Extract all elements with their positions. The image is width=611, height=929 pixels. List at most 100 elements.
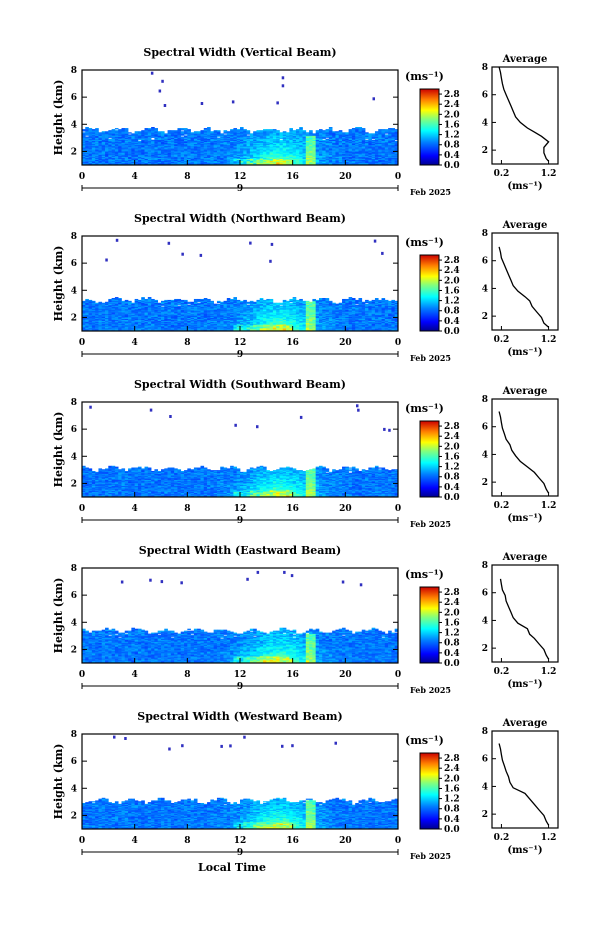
heatmap-cells — [82, 735, 399, 830]
average-profile-line — [498, 411, 550, 494]
average-x-tick-label: 0.2 — [494, 335, 510, 345]
average-title: Average — [502, 386, 548, 397]
sparse-echo — [357, 408, 360, 412]
y-tick-label: 2 — [71, 313, 77, 323]
y-tick-label: 2 — [71, 811, 77, 821]
x-tick-label: 0 — [79, 338, 85, 348]
sparse-echo — [161, 79, 164, 83]
heatmap-cells — [82, 238, 399, 332]
colorbar-tick-label: 0.8 — [444, 805, 460, 815]
average-profile-line — [499, 578, 550, 660]
colorbar-unit: (ms⁻¹) — [405, 568, 444, 581]
colorbar-tick-label: 0.4 — [444, 483, 460, 493]
y-tick-label: 6 — [71, 757, 77, 767]
sparse-echo — [243, 735, 246, 739]
sparse-echo — [181, 744, 184, 748]
x-tick-label: 12 — [234, 504, 247, 514]
date-label: Feb 2025 — [410, 519, 451, 529]
x-tick-label: 0 — [79, 670, 85, 680]
x-tick-label: 0 — [79, 504, 85, 514]
average-x-axis-label: (ms⁻¹) — [507, 845, 542, 856]
x-tick-label: 16 — [286, 836, 299, 846]
colorbar-unit: (ms⁻¹) — [405, 734, 444, 747]
sparse-echo — [124, 737, 127, 740]
panel-title: Spectral Width (Vertical Beam) — [143, 46, 336, 59]
average-x-tick-label: 1.2 — [541, 169, 557, 179]
y-tick-label: 4 — [71, 784, 77, 794]
panel-title: Spectral Width (Northward Beam) — [134, 212, 346, 225]
average-x-tick-label: 1.2 — [541, 335, 557, 345]
date-label: Feb 2025 — [410, 685, 451, 695]
y-tick-label: 2 — [71, 147, 77, 157]
average-frame — [491, 564, 559, 663]
x-tick-label: 4 — [132, 670, 138, 680]
heatmap-cells — [82, 71, 399, 166]
average-y-tick-label: 6 — [482, 257, 488, 267]
y-tick-label: 8 — [71, 730, 77, 740]
average-y-tick-label: 4 — [482, 118, 488, 128]
colorbar-tick-label: 0.4 — [444, 649, 460, 659]
average-x-axis-label: (ms⁻¹) — [507, 513, 542, 524]
average-title: Average — [502, 54, 548, 65]
sparse-echo — [231, 100, 235, 104]
x-tick-label: 0 — [79, 172, 85, 182]
average-y-tick-label: 8 — [482, 727, 488, 737]
x-tick-label: 0 — [79, 836, 85, 846]
x-tick-label: 12 — [234, 338, 247, 348]
x-tick-label: 16 — [286, 338, 299, 348]
average-x-axis-label: (ms⁻¹) — [507, 347, 542, 358]
sparse-echo — [115, 238, 119, 242]
sparse-echo — [372, 97, 375, 101]
x-tick-label: 20 — [339, 836, 352, 846]
colorbar-tick-label: 1.2 — [444, 795, 460, 805]
average-x-tick-label: 0.2 — [494, 833, 510, 843]
colorbar-tick-label: 2.0 — [444, 774, 460, 784]
colorbar — [419, 420, 440, 498]
average-x-axis-label: (ms⁻¹) — [507, 679, 542, 690]
y-tick-label: 8 — [71, 564, 77, 574]
x-tick-label: 4 — [132, 338, 138, 348]
colorbar-tick-label: 1.6 — [444, 784, 460, 794]
colorbar-tick-label: 2.8 — [444, 754, 460, 764]
sparse-echo — [158, 89, 162, 93]
average-y-tick-label: 6 — [482, 91, 488, 101]
day-label: 9 — [237, 682, 243, 692]
colorbar-tick-label: 2.8 — [444, 588, 460, 598]
average-y-tick-label: 8 — [482, 561, 488, 571]
average-y-tick-label: 6 — [482, 755, 488, 765]
y-tick-label: 6 — [71, 93, 77, 103]
panel-2: Spectral Width (Northward Beam) 2 4 6 8 Heigh… — [52, 212, 559, 363]
y-tick-label: 8 — [71, 66, 77, 76]
colorbar — [419, 586, 440, 664]
sparse-echo — [383, 427, 386, 431]
colorbar-tick-label: 0.8 — [444, 473, 460, 483]
sparse-echo — [373, 239, 377, 243]
average-x-axis-label: (ms⁻¹) — [507, 181, 542, 192]
sparse-echo — [160, 580, 164, 584]
average-y-tick-label: 2 — [482, 810, 488, 820]
sparse-echo — [334, 741, 337, 745]
y-axis-label: Height (km) — [52, 412, 65, 488]
sparse-echo — [180, 581, 183, 585]
average-title: Average — [502, 220, 548, 231]
y-tick-label: 4 — [71, 120, 77, 130]
colorbar-tick-label: 2.0 — [444, 442, 460, 452]
colorbar-unit: (ms⁻¹) — [405, 402, 444, 415]
panel-title: Spectral Width (Eastward Beam) — [139, 544, 341, 557]
day-label: 9 — [237, 184, 243, 194]
x-tick-label: 0 — [395, 172, 401, 182]
sparse-echo — [149, 408, 153, 412]
average-y-tick-label: 4 — [482, 616, 488, 626]
date-label: Feb 2025 — [410, 187, 451, 197]
x-tick-label: 16 — [286, 670, 299, 680]
colorbar-tick-label: 1.6 — [444, 286, 460, 296]
average-y-tick-label: 8 — [482, 395, 488, 405]
sparse-echo — [249, 241, 252, 245]
heatmap-cells — [82, 404, 399, 498]
y-tick-label: 4 — [71, 452, 77, 462]
heatmap-cells — [82, 570, 399, 664]
sparse-echo — [181, 252, 184, 256]
y-tick-label: 6 — [71, 259, 77, 269]
colorbar-tick-label: 2.4 — [444, 764, 460, 774]
